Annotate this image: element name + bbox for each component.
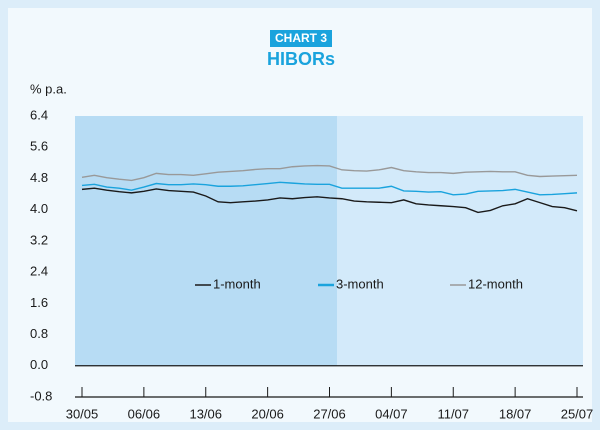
x-tick-label: 30/05 xyxy=(66,406,99,421)
y-tick-label: 1.6 xyxy=(30,295,48,310)
shade-light xyxy=(337,116,583,366)
x-tick-label: 25/07 xyxy=(561,406,594,421)
x-tick-label: 11/07 xyxy=(437,406,469,421)
x-tick-label: 06/06 xyxy=(128,406,161,421)
legend-label: 12-month xyxy=(468,276,523,291)
label-box xyxy=(270,30,332,47)
legend-label: 3-month xyxy=(336,276,384,291)
x-tick-label: 18/07 xyxy=(499,406,532,421)
y-tick-label: -0.8 xyxy=(30,388,52,403)
series-line xyxy=(81,164,578,182)
x-tick-label: 27/06 xyxy=(313,406,346,421)
x-tick-label: 13/06 xyxy=(189,406,222,421)
chart-label: CHART 3 xyxy=(275,31,327,45)
y-tick-label: 4.8 xyxy=(30,170,48,185)
y-tick-label: 2.4 xyxy=(30,264,48,279)
legend-label: 1-month xyxy=(213,276,261,291)
shade-dark xyxy=(75,116,337,366)
y-axis-label: % p.a. xyxy=(30,81,67,96)
x-tick-label: 20/06 xyxy=(251,406,284,421)
y-tick-label: 6.4 xyxy=(30,107,48,122)
y-tick-label: 0.0 xyxy=(30,357,48,372)
series-line xyxy=(81,187,578,214)
x-tick-label: 04/07 xyxy=(375,406,408,421)
y-tick-label: 0.8 xyxy=(30,326,48,341)
chart-title: HIBORs xyxy=(267,49,335,69)
y-tick-label: 5.6 xyxy=(30,139,48,154)
y-tick-label: 3.2 xyxy=(30,232,48,247)
series-line xyxy=(81,181,578,196)
y-tick-label: 4.0 xyxy=(30,201,48,216)
